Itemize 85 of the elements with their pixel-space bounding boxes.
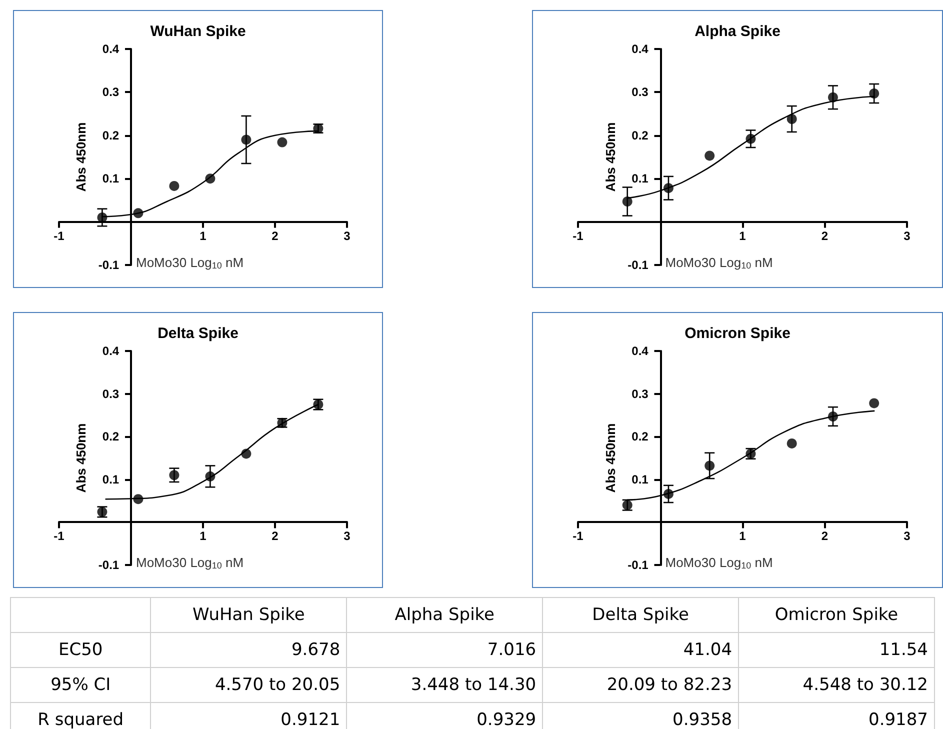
y-axis-title: Abs 450nm [602,423,618,493]
y-tick-label: 0.3 [102,85,120,100]
point [622,196,632,206]
x-tick-label: -1 [54,228,65,243]
point [786,438,797,448]
point [169,470,180,480]
y-axis-title: Abs 450nm [602,122,618,192]
y-tick-label: 0.2 [102,430,120,444]
y-axis-title: Abs 450nm [74,122,89,192]
x-tick-label: 3 [344,529,351,544]
x-tick-label: 1 [200,529,207,544]
y-tick-label: -0.1 [98,558,120,572]
y-tick-label: 0.4 [102,42,120,56]
y-tick-label: 0.4 [632,344,649,358]
text: 0.9358 [672,710,732,729]
point [169,180,180,191]
y-tick-label: 0.2 [102,128,120,142]
point [205,471,216,482]
x-tick-label: 1 [739,529,746,544]
point [241,448,252,459]
x-tick-label: 2 [272,228,279,243]
text: 4.548 to 30.12 [802,675,928,695]
point [704,460,715,471]
point [786,114,797,124]
point [133,494,144,504]
text: 9.678 [291,640,340,660]
point [97,212,108,222]
category-label: 95% CI [50,675,111,695]
point [241,134,252,145]
point [869,88,880,98]
text: 7.016 [487,640,536,660]
chart-title: Omicron Spike [684,325,790,342]
y-tick-label: -0.1 [98,258,120,272]
text: 4.570 to 20.05 [214,675,340,695]
point [663,183,674,194]
y-tick-label: 0.2 [632,128,649,142]
point [277,137,288,148]
point [205,174,216,184]
y-tick-label: 0.1 [102,472,120,486]
y-tick-label: 0.4 [102,344,120,358]
y-tick-label: 0.2 [632,430,649,444]
y-tick-label: 0.1 [632,472,649,486]
x-tick-label: 3 [344,228,351,243]
y-tick-label: 0.1 [102,172,120,186]
y-tick-label: 0.3 [632,386,649,401]
x-tick-label: 2 [821,529,828,544]
chart-title: Alpha Spike [694,23,780,40]
text: 0.9187 [868,710,928,729]
text: 20.09 to 82.23 [606,675,732,695]
category-label: WuHan Spike [150,598,347,632]
category-label: Omicron Spike [738,598,934,632]
point [704,150,715,161]
x-tick-label: -1 [572,529,584,544]
text: 41.04 [683,640,732,660]
x-tick-label: 3 [904,228,911,243]
chart-title: Delta Spike [158,325,238,342]
category-label: Alpha Spike [346,598,543,632]
x-tick-label: 2 [821,228,828,243]
chart-title: WuHan Spike [150,23,246,40]
category-label: R squared [38,710,124,729]
point [869,398,880,408]
text: 0.9329 [476,710,536,729]
point [663,488,674,499]
x-tick-label: -1 [572,228,584,243]
x-tick-label: 3 [904,529,911,544]
y-tick-label: -0.1 [628,258,649,272]
y-tick-label: 0.4 [632,42,649,56]
point [746,134,756,144]
y-axis-title: Abs 450nm [74,423,89,493]
x-tick-label: 1 [200,228,207,243]
point [133,208,144,218]
category-label: Delta Spike [542,598,739,632]
point [828,92,838,102]
x-tick-label: 2 [272,529,279,544]
x-tick-label: 1 [739,228,746,243]
y-tick-label: 0.3 [632,85,649,100]
text: 0.9121 [280,710,340,729]
y-tick-label: 0.1 [632,172,649,186]
y-tick-label: 0.3 [102,386,120,401]
text: 3.448 to 14.30 [410,675,536,695]
text: 11.54 [879,640,928,660]
x-tick-label: -1 [54,529,65,544]
y-tick-label: -0.1 [628,558,649,572]
category-label: EC50 [58,640,103,660]
point [828,411,838,422]
